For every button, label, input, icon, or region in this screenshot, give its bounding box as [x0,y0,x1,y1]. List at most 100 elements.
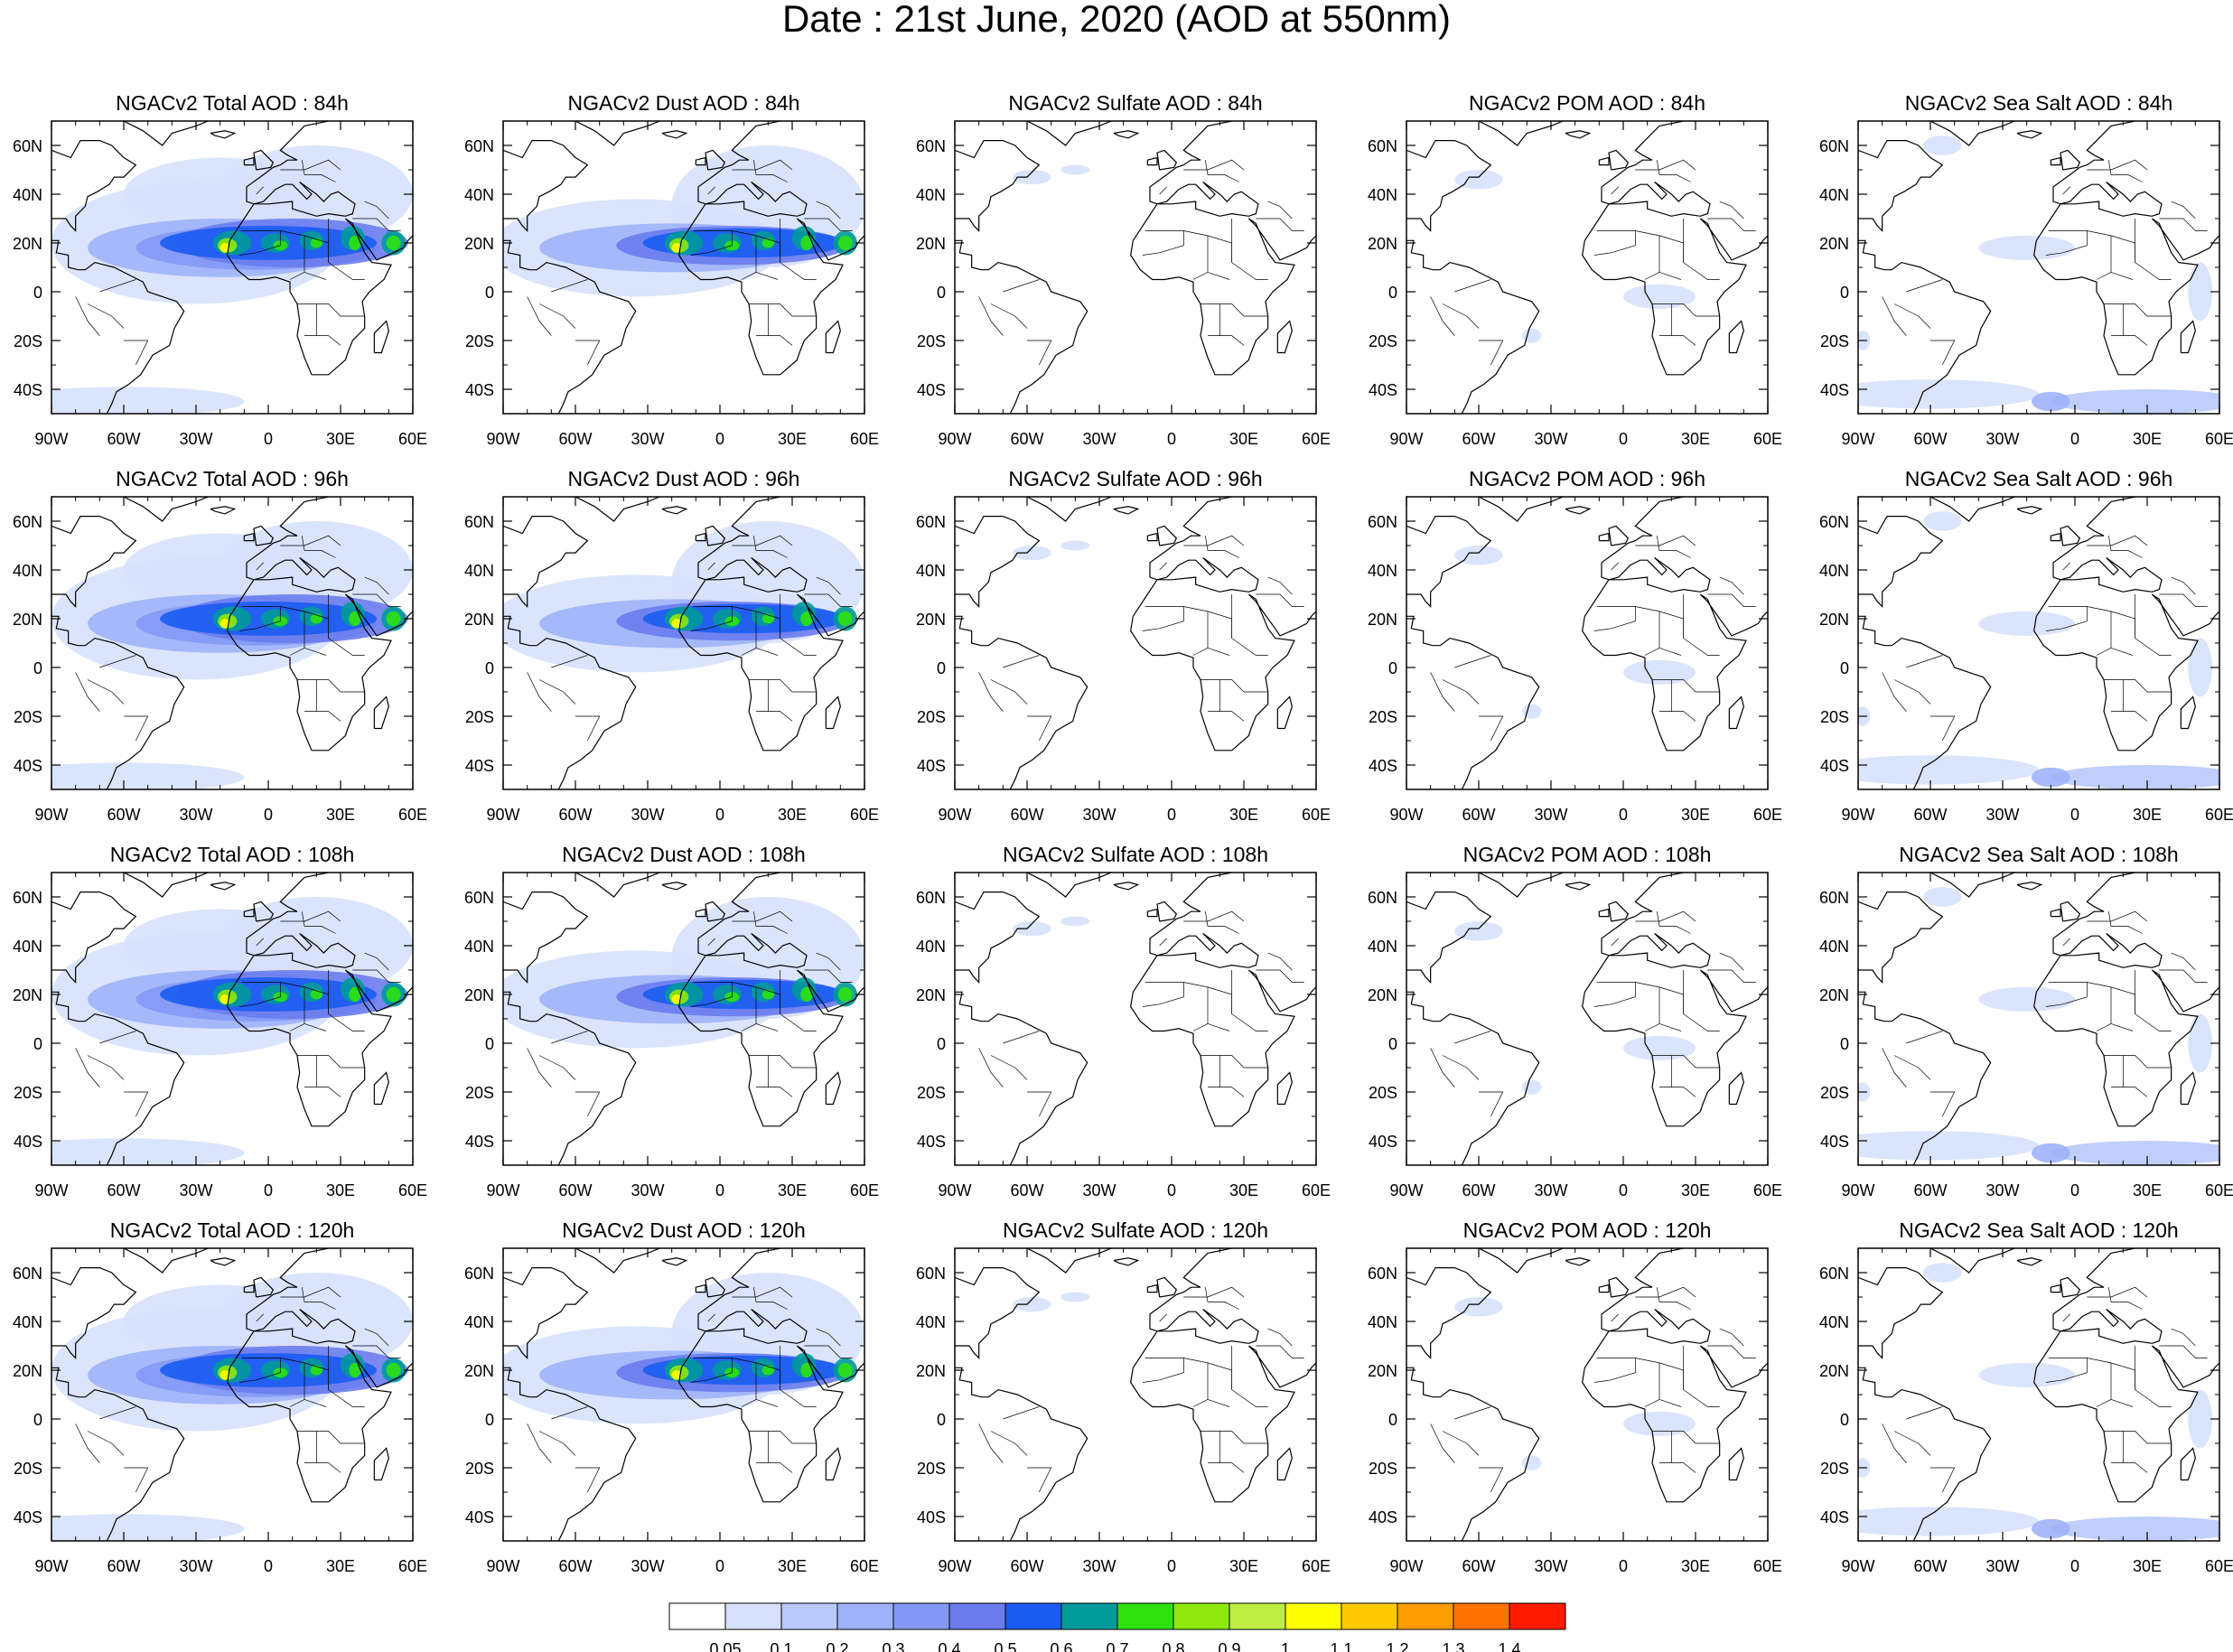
country-border [1683,219,1720,280]
coastline [503,615,637,789]
country-border [2107,160,2143,182]
aod-field [955,497,1316,789]
country-border [752,536,788,558]
lon-tick-label: 30W [1985,806,2019,824]
country-border [1204,536,1239,558]
lon-tick-label: 30E [2133,1181,2162,1199]
country-border [304,711,341,722]
country-border [1593,606,1636,631]
coastline [51,515,137,608]
map-panel: NGACv2 POM AOD : 84h 60N 40N 20N 0 20S 40S 90W 6… [1368,91,1782,448]
country-border [1204,1287,1239,1310]
coastline [1156,149,1178,171]
country-border [2062,938,2070,947]
country-border [301,536,336,558]
country-border [732,910,793,922]
coastline [2050,1283,2061,1293]
lat-tick-label: 60N [1368,137,1397,155]
coastline [1598,1283,1610,1293]
coastline [705,525,726,546]
lat-tick-label: 20N [13,611,42,629]
coastline [51,1266,137,1359]
lat-tick-label: 40S [1820,757,1849,775]
coastline [51,891,137,984]
map-panel: NGACv2 Dust AOD : 96h 60N 40N 20N 0 20S 40S 90W… [464,467,879,824]
coastline [2016,130,2043,139]
country-border [1003,279,1040,293]
lon-tick-label: 30E [326,1181,355,1199]
lon-tick-label: 30W [179,806,212,824]
country-border [749,1055,817,1069]
country-border [1644,272,1660,280]
country-border [2087,1286,2148,1298]
country-border [280,910,341,922]
country-border [2096,272,2112,280]
coastline [503,515,589,608]
lon-tick-label: 30E [778,806,807,824]
coastline [825,695,841,730]
country-border [1656,1287,1691,1310]
lon-tick-label: 0 [715,1181,724,1199]
country-border [289,648,305,656]
lon-tick-label: 0 [264,806,273,824]
coastline [1728,1071,1744,1106]
aod-field [955,121,1316,414]
country-border [749,303,817,317]
coastline [955,991,1088,1165]
lon-tick-label: 90W [1389,1557,1423,1575]
lon-tick-label: 90W [1389,1181,1423,1199]
lat-tick-label: 0 [1840,659,1849,677]
lon-tick-label: 60W [558,1181,592,1199]
country-border [756,335,793,346]
map-panel: NGACv2 Sea Salt AOD : 108h 60N 40N 20N 0 20S 4… [1819,843,2233,1199]
country-border [749,679,817,693]
country-border [752,160,788,182]
lat-tick-label: 20S [917,1460,946,1478]
lat-tick-label: 20S [1820,1084,1849,1102]
country-border [707,1313,715,1322]
coastline [1929,873,2015,898]
country-border [75,1423,100,1463]
lat-tick-label: 40S [917,757,946,775]
map-panel: NGACv2 POM AOD : 96h 60N 40N 20N 0 20S 40S 90W 6… [1368,467,1782,824]
lat-tick-label: 20S [1369,1460,1397,1478]
colorbar-label: 0.1 [770,1640,792,1652]
country-border [1719,576,1744,595]
country-border [1652,1431,1720,1444]
country-border [297,679,365,693]
lat-tick-label: 20S [917,1084,946,1102]
country-border [1893,1055,1931,1080]
country-border [2159,1345,2208,1358]
coastline [1276,1447,1293,1481]
coastline [1565,130,1592,139]
coastline [1858,991,1992,1165]
country-border [990,303,1028,329]
country-border [575,1467,601,1493]
lon-tick-label: 30E [2133,430,2162,448]
coastline [503,140,589,232]
map-panel: NGACv2 Sea Salt AOD : 120h 60N 40N 20N 0 20S 4… [1819,1218,2233,1575]
coastline [1276,320,1293,354]
lat-tick-label: 60N [1819,1265,1849,1283]
lon-tick-label: 90W [486,1181,519,1199]
country-border [990,679,1028,705]
country-border [1159,1313,1167,1322]
coastline [678,121,864,376]
lon-tick-label: 60E [1753,430,1782,448]
country-border [1442,679,1480,705]
lat-tick-label: 20S [465,1460,494,1478]
colorbar-label: 1.3 [1442,1640,1464,1652]
country-border [1882,1423,1907,1463]
lon-tick-label: 0 [264,1557,273,1575]
lon-tick-label: 60E [1753,1181,1782,1199]
lat-tick-label: 40S [465,381,494,399]
aod-field [1858,873,2219,1165]
country-border [816,576,841,595]
coastline [2050,532,2061,542]
coastline [575,873,660,898]
coastline [1929,1248,2015,1274]
country-border [2045,606,2088,631]
colorbar-label: 0.6 [1050,1640,1072,1652]
colorbar-label: 1.2 [1386,1640,1408,1652]
